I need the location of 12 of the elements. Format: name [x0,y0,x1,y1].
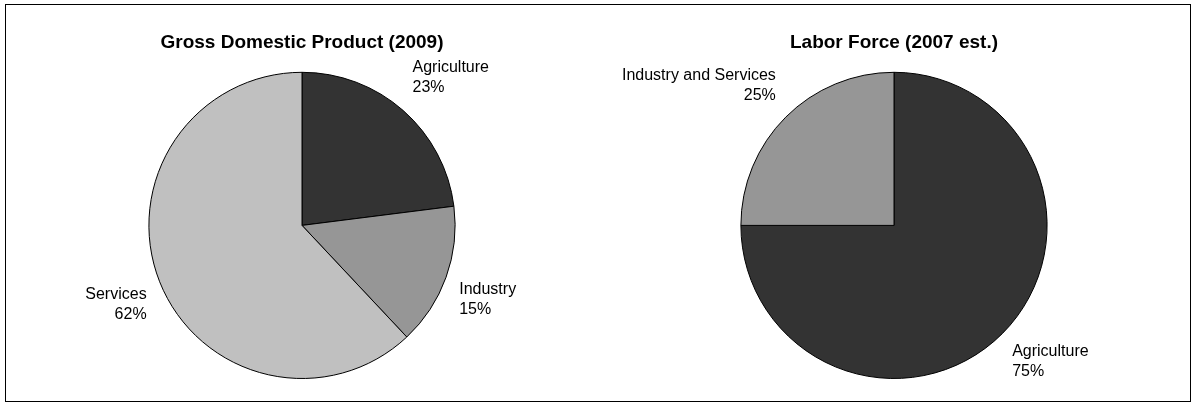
slice-label: Agriculture [1012,341,1089,359]
data-label: 75% [1012,361,1045,379]
data-label: 23% [412,78,445,96]
chart-title: Labor Force (2007 est.) [789,30,999,52]
data-label: 15% [459,300,492,318]
slice-label: Industry [459,280,517,298]
data-label: 62% [114,305,147,323]
chart-title: Gross Domestic Product (2009) [160,30,444,52]
slice-label: Services [85,285,147,303]
slice-label: Agriculture [412,58,490,76]
data-label: 25% [743,85,776,103]
slice-label: Industry and Services [621,65,776,83]
